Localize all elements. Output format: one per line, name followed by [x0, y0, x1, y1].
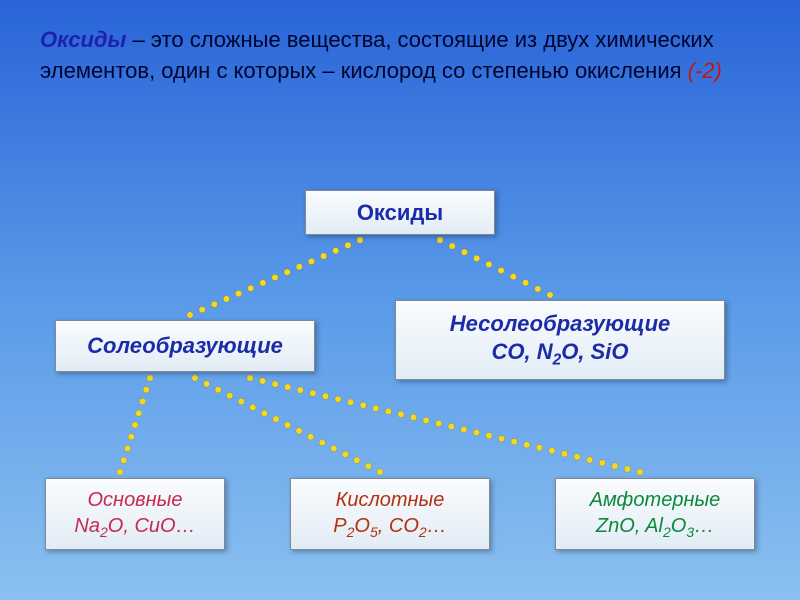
- node-nonsalt-forming: Несолеобразующие CO, N2O, SiO: [395, 300, 725, 380]
- node-root: Оксиды: [305, 190, 495, 235]
- node-ampho-line1: Амфотерные: [590, 487, 721, 513]
- node-nonsalt-line1: Несолеобразующие: [450, 310, 671, 339]
- node-basic-line2: Na2O, CuO…: [74, 513, 195, 541]
- node-basic-line1: Основные: [88, 487, 183, 513]
- node-ampho-line2: ZnO, Al2O3…: [596, 513, 714, 541]
- definition-text: Оксиды – это сложные вещества, состоящие…: [40, 25, 760, 87]
- node-acidic-line2: P2O5, CO2…: [333, 513, 446, 541]
- node-basic: Основные Na2O, CuO…: [45, 478, 225, 550]
- node-salt-label: Солеобразующие: [87, 333, 283, 359]
- node-acidic-line1: Кислотные: [336, 487, 445, 513]
- definition-term: Оксиды: [40, 27, 126, 52]
- definition-body: – это сложные вещества, состоящие из дву…: [40, 27, 714, 83]
- node-nonsalt-line2: CO, N2O, SiO: [492, 338, 629, 370]
- node-salt-forming: Солеобразующие: [55, 320, 315, 372]
- node-root-label: Оксиды: [357, 200, 443, 226]
- node-acidic: Кислотные P2O5, CO2…: [290, 478, 490, 550]
- node-amphoteric: Амфотерные ZnO, Al2O3…: [555, 478, 755, 550]
- definition-oxstate: (-2): [688, 58, 722, 83]
